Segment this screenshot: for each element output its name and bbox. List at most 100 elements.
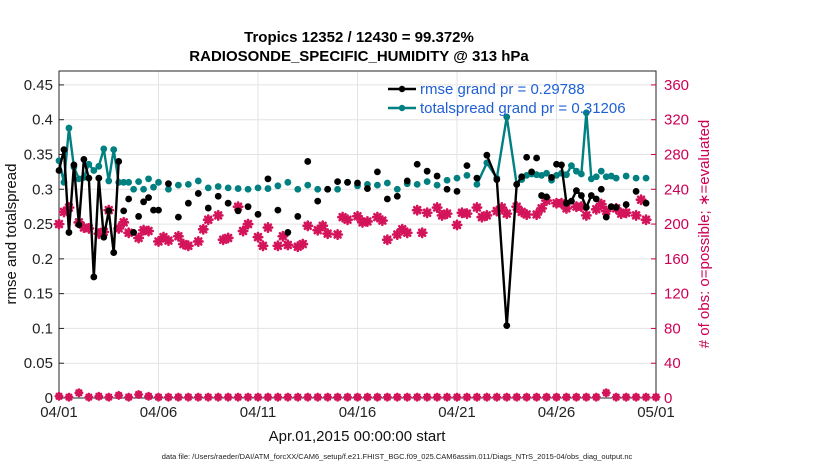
obs-evaluated-point (282, 239, 294, 251)
obs-possible-star-core (354, 394, 361, 400)
obs-possible-star-core (145, 393, 152, 399)
obs-possible-star (621, 392, 631, 402)
obs-possible-star-core (126, 394, 132, 400)
totalspread-point (632, 174, 640, 182)
totalspread-point (125, 178, 133, 186)
totalspread-point (274, 182, 282, 190)
obs-evaluated-point (456, 207, 468, 219)
obs-evaluated-point-core (200, 226, 206, 232)
obs-possible-star-core (195, 394, 201, 400)
totalspread-point (85, 160, 93, 168)
obs-evaluated-point-core (434, 204, 440, 211)
obs-possible-star-core (404, 394, 410, 400)
totalspread-point (165, 185, 172, 193)
obs-possible-star (233, 392, 243, 402)
totalspread-point (150, 183, 157, 191)
rmse-point (135, 213, 143, 220)
totalspread-point (463, 171, 471, 179)
obs-evaluated-point (277, 230, 289, 242)
rmse-point (543, 193, 550, 201)
obs-evaluated-point (272, 240, 284, 252)
obs-possible-star (581, 392, 591, 402)
obs-possible-star-core (374, 394, 380, 400)
rmse-point (204, 204, 212, 212)
obs-possible-star (482, 392, 492, 402)
obs-evaluated-point-core (603, 208, 609, 214)
totalspread-point (612, 174, 620, 182)
obs-possible-star (571, 392, 581, 402)
obs-possible-star (94, 391, 104, 401)
obs-evaluated-point (451, 219, 463, 231)
rmse-point (254, 210, 262, 218)
obs-evaluated-point-core (136, 235, 142, 241)
obs-possible-star-core (474, 394, 480, 400)
obs-possible-star (472, 392, 482, 402)
rmse-point (294, 213, 302, 220)
chart-title: Tropics 12352 / 12430 = 99.372% (244, 29, 474, 46)
rmse-point (413, 160, 421, 168)
x-axis: 04/01 04/06 04/11 04/16 04/21 04/26 05/01 (40, 393, 675, 421)
obs-possible-star (54, 391, 64, 401)
obs-possible-star-core (534, 394, 540, 400)
totalspread-point (573, 167, 580, 175)
obs-evaluated-point (630, 209, 642, 221)
rmse-point (577, 192, 585, 199)
totalspread-point (120, 178, 128, 186)
totalspread-point (473, 181, 481, 188)
obs-evaluated-point (332, 229, 344, 240)
rmse-point (175, 213, 182, 221)
obs-evaluated-point (157, 231, 169, 243)
rmse-point (234, 207, 242, 215)
rmse-point (642, 199, 650, 207)
obs-possible-star-core (553, 394, 560, 400)
totalspread-point (563, 171, 570, 179)
obs-evaluated-point-core (81, 224, 87, 231)
x-tick-label: 04/16 (339, 404, 377, 421)
rmse-point (622, 201, 630, 208)
obs-possible-star (104, 392, 114, 402)
totalspread-point (234, 185, 242, 192)
obs-evaluated-point-core (240, 228, 246, 234)
obs-possible-star-core (543, 394, 550, 400)
rmse-point (184, 199, 192, 207)
obs-possible-star-core (424, 394, 430, 400)
obs-evaluated-point (580, 209, 592, 221)
obs-possible-star-core (573, 394, 580, 400)
totalspread-point (264, 185, 272, 192)
x-tick-label: 04/11 (240, 404, 276, 421)
obs-possible-star (173, 392, 183, 402)
obs-evaluated-point-core (578, 204, 584, 210)
chart-subtitle: RADIOSONDE_SPECIFIC_HUMIDITY @ 313 hPa (189, 48, 529, 65)
rmse-point (244, 203, 252, 211)
obs-possible-star-core (364, 394, 371, 400)
rmse-point (383, 195, 391, 203)
obs-evaluated-point-core (638, 197, 644, 203)
rmse-point (65, 229, 73, 236)
obs-evaluated-point (337, 211, 349, 223)
obs-possible-star-core (593, 394, 599, 400)
obs-evaluated-point (516, 206, 528, 218)
obs-evaluated-point (396, 223, 408, 235)
obs-possible-star-core (583, 394, 589, 400)
obs-evaluated-point-core (260, 243, 266, 249)
rmse-point (155, 206, 162, 214)
rmse-point (553, 160, 560, 168)
obs-evaluated-point-core (379, 217, 385, 224)
obs-possible-star (84, 392, 94, 402)
totalspread-point (294, 185, 302, 193)
y-right-tick-label: 240 (664, 181, 689, 198)
y-axis-right: 0 40 80 120 160 200 240 280 320 360 (651, 77, 689, 407)
obs-possible-star (223, 392, 233, 402)
obs-evaluated-point (421, 207, 433, 219)
obs-possible-star-core (275, 394, 281, 400)
totalspread-point (224, 184, 232, 192)
obs-possible-star (163, 392, 173, 402)
obs-evaluated-point-core (61, 209, 67, 215)
obs-evaluated-point-core (519, 209, 525, 215)
obs-possible-star-core (315, 394, 321, 400)
totalspread-point (413, 181, 421, 188)
totalspread-point (155, 178, 162, 186)
totalspread-point (602, 173, 610, 181)
obs-possible-star-core (504, 394, 510, 400)
